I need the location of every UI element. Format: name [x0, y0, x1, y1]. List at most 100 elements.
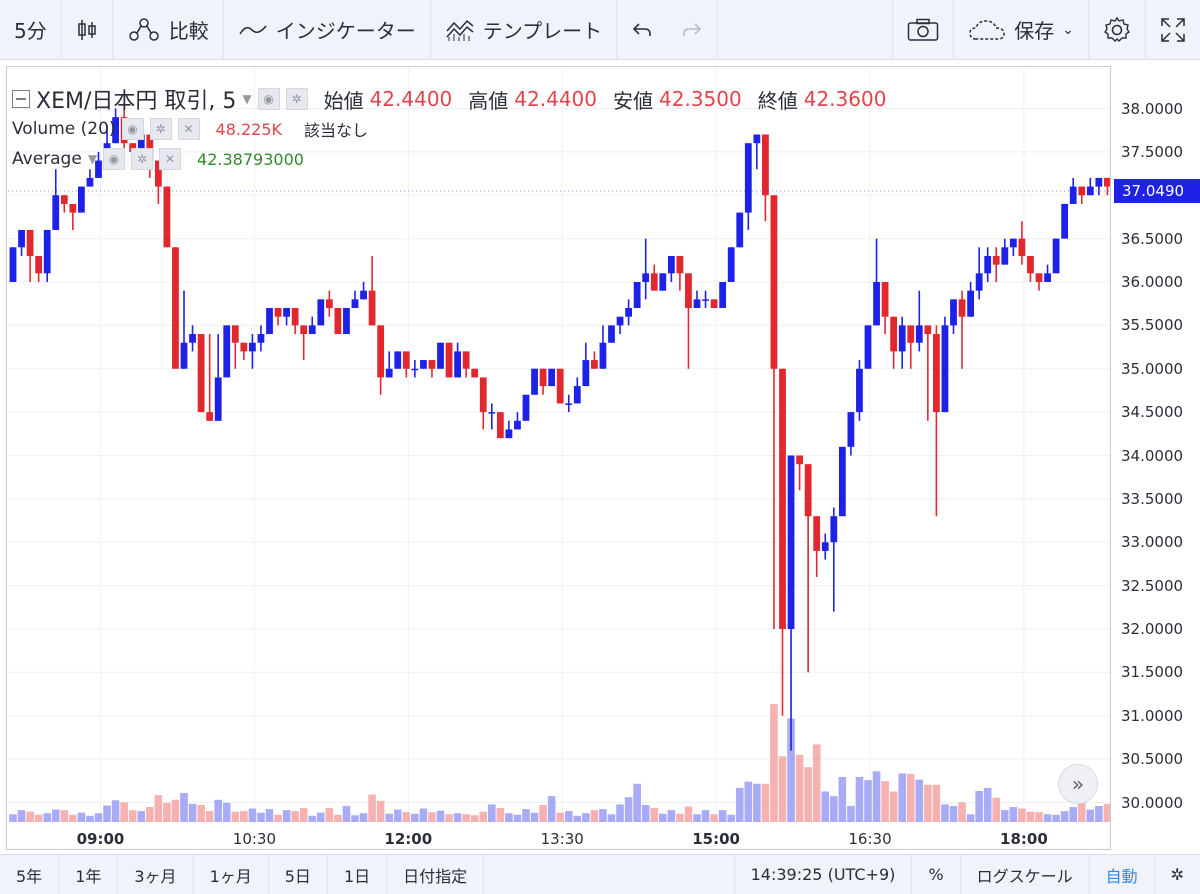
gear-icon[interactable]: ✲	[149, 118, 172, 140]
volume-bar	[864, 780, 872, 822]
collapse-legend-icon[interactable]	[12, 90, 30, 108]
volume-bar	[368, 794, 376, 822]
chart-legend: XEM/日本円 取引, 5 ▼ ◉ ✲ 始値 42.4400 高値 42.440…	[12, 84, 886, 174]
scroll-to-realtime-button[interactable]: »	[1058, 764, 1098, 804]
candle-body	[890, 316, 898, 352]
volume-bar	[727, 814, 735, 822]
candle-body	[317, 299, 325, 326]
time-tick-label: 09:00	[76, 830, 125, 848]
compare-button[interactable]: 比較	[113, 0, 224, 59]
volume-bar	[325, 808, 334, 822]
candle-body	[274, 308, 282, 317]
volume-indicator-name[interactable]: Volume (20)	[12, 119, 116, 139]
volume-bar	[958, 802, 966, 822]
interval-button[interactable]: 5分	[0, 0, 62, 59]
candle-body	[599, 342, 607, 369]
candle-body	[531, 368, 538, 395]
templates-button[interactable]: テンプレート	[431, 0, 618, 59]
chevron-down-icon: ⌄	[1062, 21, 1074, 38]
range-1d-button[interactable]: 1日	[328, 855, 388, 894]
candle-body	[770, 195, 778, 369]
candle-body	[548, 368, 556, 387]
candle-body	[78, 186, 85, 213]
candle-body	[975, 273, 983, 291]
volume-bar	[385, 813, 393, 822]
compare-icon	[127, 17, 161, 43]
candle-body	[189, 334, 196, 343]
volume-bar	[941, 804, 949, 822]
range-5y-button[interactable]: 5年	[0, 855, 60, 894]
templates-icon	[445, 17, 475, 43]
candle-body	[796, 455, 803, 465]
chart-style-button[interactable]	[62, 0, 113, 59]
range-1y-button[interactable]: 1年	[59, 855, 119, 894]
fullscreen-button[interactable]	[1146, 0, 1200, 59]
time-tick-label: 13:30	[540, 830, 584, 848]
volume-bar	[128, 810, 137, 822]
time-tick-label: 18:00	[1000, 830, 1048, 848]
open-label: 始値	[323, 88, 364, 113]
volume-bar	[111, 800, 120, 822]
candle-body	[804, 464, 812, 517]
volume-bar	[411, 813, 419, 822]
candle-body	[864, 325, 872, 369]
chart-settings-button[interactable]: ✲	[1155, 855, 1200, 894]
eye-icon[interactable]: ◉	[103, 148, 126, 170]
save-button[interactable]: 保存 ⌄	[954, 0, 1089, 59]
candle-body	[334, 308, 342, 335]
goto-date-button[interactable]: 日付指定	[387, 855, 485, 894]
volume-bar	[445, 814, 453, 822]
settings-button[interactable]	[1089, 0, 1146, 59]
compare-label: 比較	[168, 19, 209, 43]
fullscreen-icon	[1160, 17, 1186, 43]
volume-bar	[51, 809, 60, 822]
volume-bar	[684, 806, 693, 822]
timezone-clock[interactable]: 14:39:25 (UTC+9)	[733, 855, 913, 894]
volume-bar	[197, 804, 205, 822]
eye-icon[interactable]: ◉	[121, 118, 144, 140]
close-icon[interactable]: ✕	[159, 148, 182, 170]
candle-body	[1044, 273, 1051, 282]
range-3m-button[interactable]: 3ヶ月	[118, 855, 194, 894]
candle-body	[736, 212, 744, 248]
log-scale-button[interactable]: ログスケール	[961, 855, 1090, 894]
volume-bar	[488, 804, 496, 822]
candle-body	[283, 308, 290, 317]
auto-scale-button[interactable]: 自動	[1090, 855, 1155, 894]
symbol-title[interactable]: XEM/日本円 取引, 5	[36, 89, 237, 114]
symbol-caret-icon[interactable]: ▼	[242, 92, 252, 106]
average-caret-icon[interactable]: ▼	[87, 152, 98, 166]
close-icon[interactable]: ✕	[177, 118, 200, 140]
range-5d-button[interactable]: 5日	[269, 855, 328, 894]
volume-bar	[915, 779, 924, 822]
candle-body	[112, 117, 119, 144]
volume-value: 48.225K	[215, 119, 283, 139]
indicators-button[interactable]: インジケーター	[224, 0, 431, 59]
range-1m-button[interactable]: 1ヶ月	[194, 855, 269, 894]
camera-icon	[907, 18, 939, 42]
time-axis[interactable]: 09:00 10:30 12:00 13:30 15:00 16:30 18:00	[6, 826, 1110, 852]
candle-body	[779, 368, 786, 629]
percent-scale-button[interactable]: %	[912, 855, 961, 894]
candle-body	[52, 195, 60, 230]
candle-body	[35, 255, 43, 274]
eye-icon[interactable]: ◉	[257, 88, 280, 110]
screenshot-button[interactable]	[892, 0, 955, 59]
low-value: 42.3500	[659, 87, 742, 111]
candle-body	[1104, 177, 1111, 187]
average-indicator-name[interactable]: Average	[12, 149, 82, 169]
volume-bar	[847, 805, 855, 822]
volume-bar	[214, 799, 222, 822]
volume-bar	[633, 783, 641, 822]
redo-button[interactable]	[667, 0, 719, 59]
volume-bar	[308, 815, 317, 822]
candle-body	[249, 342, 256, 352]
undo-button[interactable]	[617, 0, 667, 59]
top-toolbar: 5分 比較 インジケーター テンプレート	[0, 0, 1200, 60]
gear-icon[interactable]: ✲	[285, 88, 308, 110]
volume-bar	[1001, 810, 1009, 822]
volume-bar	[1035, 812, 1043, 822]
volume-bar	[582, 813, 590, 822]
gear-icon[interactable]: ✲	[131, 148, 154, 170]
